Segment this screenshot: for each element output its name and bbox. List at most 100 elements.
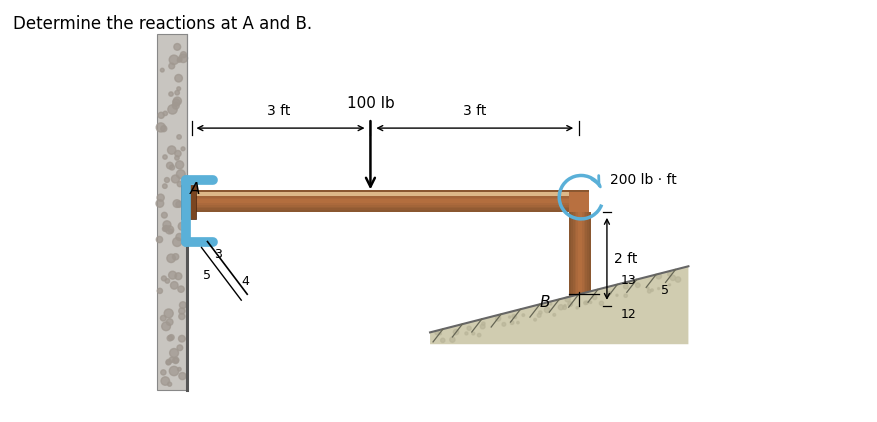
Circle shape (179, 314, 185, 319)
Circle shape (165, 226, 174, 234)
Circle shape (607, 291, 610, 295)
Circle shape (481, 322, 484, 325)
Circle shape (657, 287, 659, 289)
Polygon shape (580, 212, 581, 306)
Text: 3 ft: 3 ft (267, 104, 290, 118)
Circle shape (175, 233, 182, 241)
Polygon shape (187, 201, 588, 203)
Polygon shape (572, 212, 574, 306)
Polygon shape (187, 197, 588, 200)
Polygon shape (575, 212, 578, 306)
Circle shape (168, 63, 175, 69)
Text: 200 lb · ft: 200 lb · ft (610, 173, 676, 187)
Circle shape (495, 316, 500, 321)
Circle shape (179, 302, 186, 308)
Circle shape (168, 229, 173, 233)
Circle shape (169, 357, 175, 362)
Circle shape (178, 222, 186, 230)
Circle shape (156, 200, 163, 207)
Circle shape (553, 314, 555, 316)
Circle shape (161, 212, 168, 218)
Circle shape (177, 368, 181, 371)
Polygon shape (585, 212, 587, 306)
Circle shape (175, 161, 183, 169)
Circle shape (449, 337, 454, 342)
Text: 13: 13 (620, 273, 636, 287)
Circle shape (549, 303, 551, 305)
Text: 100 lb: 100 lb (346, 96, 394, 111)
Text: A: A (189, 182, 200, 197)
Text: 12: 12 (620, 308, 636, 321)
Circle shape (173, 358, 178, 364)
Circle shape (517, 322, 518, 324)
Polygon shape (187, 194, 588, 196)
Circle shape (166, 359, 171, 365)
Circle shape (176, 170, 185, 179)
Circle shape (175, 74, 182, 82)
Circle shape (173, 97, 182, 105)
Circle shape (167, 162, 173, 169)
Circle shape (167, 335, 173, 341)
Circle shape (477, 333, 481, 337)
Circle shape (179, 308, 185, 314)
Circle shape (166, 319, 173, 325)
Circle shape (513, 316, 516, 319)
Circle shape (168, 92, 173, 96)
Circle shape (168, 335, 174, 340)
Circle shape (165, 279, 169, 283)
Circle shape (161, 322, 170, 331)
Circle shape (502, 322, 505, 326)
Circle shape (480, 324, 484, 329)
Circle shape (177, 58, 181, 62)
Circle shape (160, 315, 166, 321)
Circle shape (562, 306, 566, 309)
Circle shape (508, 316, 510, 318)
Circle shape (434, 331, 438, 335)
Circle shape (650, 289, 652, 292)
Circle shape (156, 123, 165, 132)
Polygon shape (568, 212, 570, 306)
Polygon shape (187, 196, 588, 197)
Circle shape (467, 326, 471, 330)
Polygon shape (187, 192, 588, 196)
Circle shape (163, 225, 168, 231)
Circle shape (674, 277, 680, 282)
Circle shape (157, 194, 164, 201)
Circle shape (167, 254, 175, 262)
Circle shape (171, 175, 179, 183)
Circle shape (160, 377, 169, 385)
Circle shape (169, 366, 179, 376)
Circle shape (177, 181, 182, 187)
Text: 3: 3 (214, 249, 222, 262)
Circle shape (585, 301, 588, 304)
Polygon shape (187, 205, 588, 207)
Circle shape (173, 238, 182, 246)
Circle shape (163, 111, 168, 116)
Polygon shape (187, 207, 588, 208)
Circle shape (175, 151, 181, 157)
Circle shape (160, 126, 167, 132)
Polygon shape (187, 210, 588, 212)
Circle shape (175, 156, 179, 160)
Circle shape (655, 273, 660, 279)
Circle shape (624, 294, 627, 298)
Circle shape (623, 284, 627, 289)
Circle shape (179, 54, 188, 62)
Circle shape (181, 147, 185, 151)
Circle shape (646, 289, 651, 293)
Circle shape (156, 236, 162, 243)
Circle shape (563, 305, 566, 307)
Circle shape (583, 301, 587, 305)
Circle shape (440, 338, 445, 342)
Circle shape (168, 271, 176, 279)
Polygon shape (587, 212, 588, 306)
Text: Determine the reactions at A and B.: Determine the reactions at A and B. (12, 15, 311, 32)
Circle shape (646, 287, 648, 289)
Polygon shape (181, 185, 196, 219)
Circle shape (158, 112, 164, 119)
Polygon shape (570, 212, 572, 306)
Circle shape (170, 281, 178, 289)
Circle shape (465, 332, 467, 335)
Text: 4: 4 (241, 275, 249, 287)
Circle shape (669, 275, 674, 281)
